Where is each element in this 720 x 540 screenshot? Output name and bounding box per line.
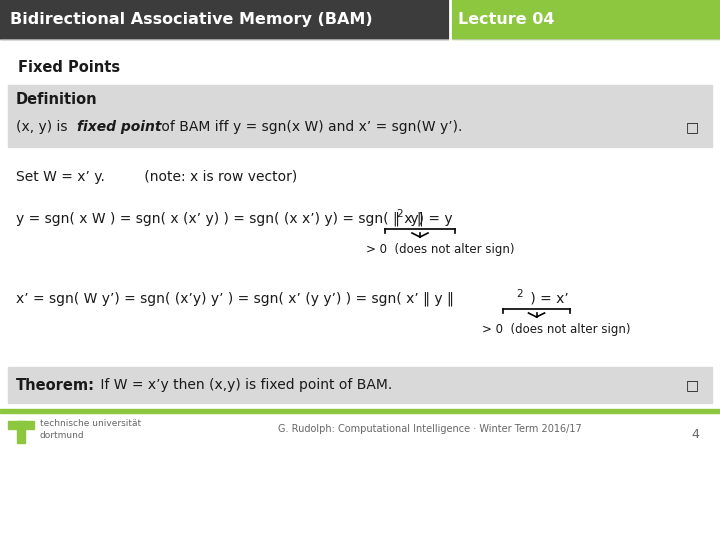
Bar [8, 421, 34, 429]
Bar [0, 409, 720, 413]
Text: > 0  (does not alter sign): > 0 (does not alter sign) [482, 322, 631, 335]
Text: □: □ [685, 378, 698, 392]
Bar [450, 0, 720, 39]
Bar [8, 85, 712, 147]
Text: Fixed Points: Fixed Points [18, 59, 120, 75]
Text: fixed point: fixed point [77, 120, 161, 134]
Text: technische universität: technische universität [40, 418, 141, 428]
Text: If W = x’y then (x,y) is fixed point of BAM.: If W = x’y then (x,y) is fixed point of … [96, 378, 392, 392]
Text: ) = x’: ) = x’ [526, 292, 569, 306]
Bar [17, 421, 25, 443]
Text: Set W = x’ y.         (note: x is row vector): Set W = x’ y. (note: x is row vector) [16, 170, 297, 184]
Text: Definition: Definition [16, 91, 98, 106]
Text: G. Rudolph: Computational Intelligence · Winter Term 2016/17: G. Rudolph: Computational Intelligence ·… [278, 424, 582, 434]
Text: 2: 2 [516, 289, 523, 299]
Text: dortmund: dortmund [40, 430, 85, 440]
Bar [0, 0, 450, 39]
Text: 4: 4 [691, 429, 699, 442]
Text: y = sgn( x W ) = sgn( x (x’ y) ) = sgn( (x x’) y) = sgn( ‖ x ‖: y = sgn( x W ) = sgn( x (x’ y) ) = sgn( … [16, 212, 424, 226]
Text: Bidirectional Associative Memory (BAM): Bidirectional Associative Memory (BAM) [10, 12, 373, 27]
Text: Theorem:: Theorem: [16, 377, 95, 393]
Text: of BAM iff y = sgn(x W) and x’ = sgn(W y’).: of BAM iff y = sgn(x W) and x’ = sgn(W y… [157, 120, 462, 134]
Text: > 0  (does not alter sign): > 0 (does not alter sign) [366, 242, 514, 255]
Text: □: □ [685, 120, 698, 134]
Bar [8, 367, 712, 403]
Text: y) = y: y) = y [406, 212, 453, 226]
Text: 2: 2 [396, 209, 402, 219]
Text: x’ = sgn( W y’) = sgn( (x’y) y’ ) = sgn( x’ (y y’) ) = sgn( x’ ‖ y ‖: x’ = sgn( W y’) = sgn( (x’y) y’ ) = sgn(… [16, 292, 454, 306]
Text: Lecture 04: Lecture 04 [458, 12, 554, 27]
Text: (x, y) is: (x, y) is [16, 120, 72, 134]
